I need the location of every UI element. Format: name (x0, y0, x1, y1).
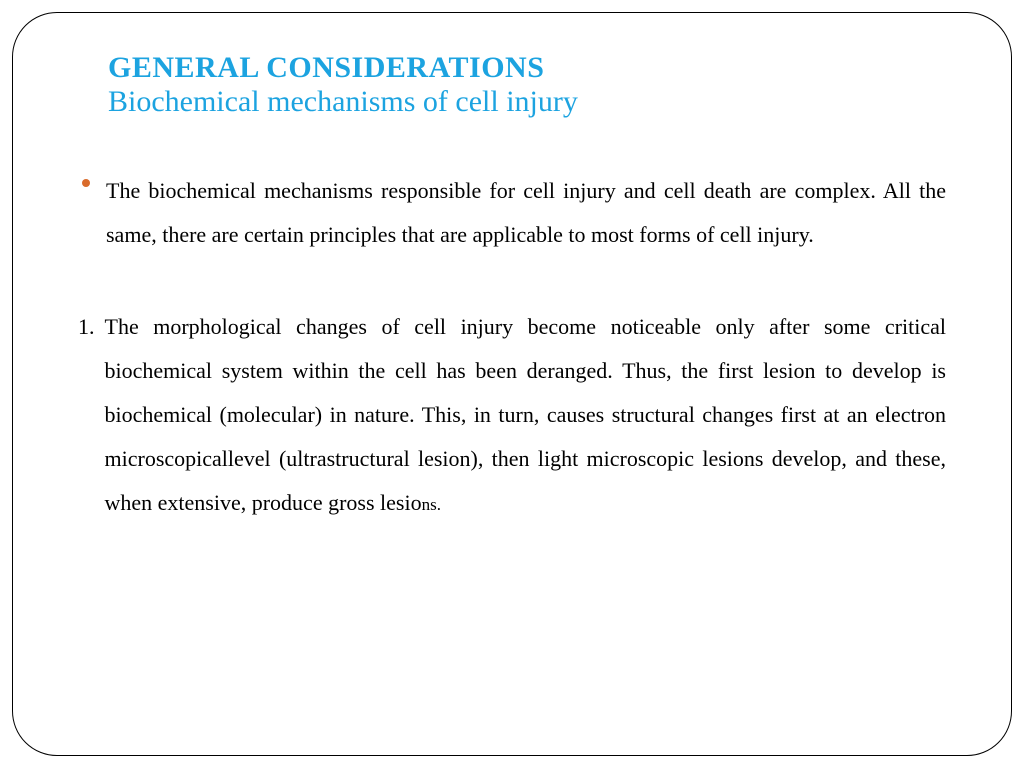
body-area: The biochemical mechanisms responsible f… (78, 169, 946, 525)
bullet-item: The biochemical mechanisms responsible f… (78, 169, 946, 257)
numbered-item: 1. The morphological changes of cell inj… (78, 305, 946, 525)
title-line1: GENERAL CONSIDERATIONS (108, 51, 946, 85)
numbered-text-main: The morphological changes of cell injury… (105, 314, 947, 515)
numbered-text: The morphological changes of cell injury… (105, 305, 947, 525)
title-block: GENERAL CONSIDERATIONS Biochemical mecha… (108, 51, 946, 119)
title-line2: Biochemical mechanisms of cell injury (108, 85, 946, 119)
numbered-marker: 1. (78, 305, 95, 349)
bullet-text: The biochemical mechanisms responsible f… (106, 169, 946, 257)
slide-frame: GENERAL CONSIDERATIONS Biochemical mecha… (12, 12, 1012, 756)
slide: GENERAL CONSIDERATIONS Biochemical mecha… (0, 0, 1024, 768)
numbered-text-trailing: ns. (422, 495, 441, 514)
bullet-dot-icon (82, 179, 90, 187)
